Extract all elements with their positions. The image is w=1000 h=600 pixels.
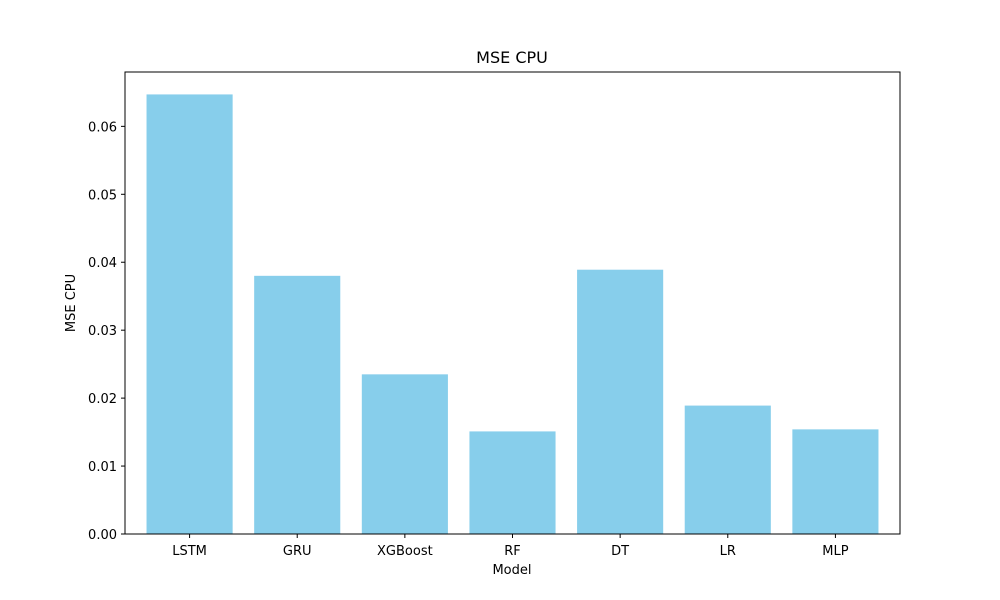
chart-title: MSE CPU xyxy=(476,48,548,67)
x-axis-title: Model xyxy=(492,563,531,578)
bar-dt xyxy=(577,269,664,534)
x-tick-label: XGBoost xyxy=(377,544,433,559)
bar-mlp xyxy=(792,429,879,534)
y-tick-label: 0.05 xyxy=(88,188,117,203)
x-tick-label: LR xyxy=(720,544,736,559)
bar-gru xyxy=(254,275,341,534)
x-tick-label: DT xyxy=(611,544,629,559)
y-axis-title: MSE CPU xyxy=(64,274,79,332)
bar-rf xyxy=(469,431,556,534)
y-tick-label: 0.04 xyxy=(88,256,117,271)
x-axis-ticks: LSTM GRU XGBoost RF DT LR MLP xyxy=(172,534,849,559)
y-axis-ticks: 0.00 0.01 0.02 0.03 0.04 0.05 0.06 xyxy=(88,120,125,543)
bars-layer xyxy=(146,94,879,535)
bar-xgboost xyxy=(361,374,448,534)
x-tick-label: RF xyxy=(504,544,521,559)
x-tick-label: MLP xyxy=(822,544,848,559)
y-tick-label: 0.03 xyxy=(88,324,117,339)
plot-frame xyxy=(124,71,901,535)
x-tick-label: LSTM xyxy=(172,544,207,559)
y-tick-label: 0.00 xyxy=(88,528,117,543)
y-tick-label: 0.02 xyxy=(88,392,117,407)
y-tick-label: 0.01 xyxy=(88,460,117,475)
y-tick-label: 0.06 xyxy=(88,120,117,135)
bar-lstm xyxy=(146,94,233,535)
bar-lr xyxy=(684,405,771,534)
x-tick-label: GRU xyxy=(283,544,312,559)
